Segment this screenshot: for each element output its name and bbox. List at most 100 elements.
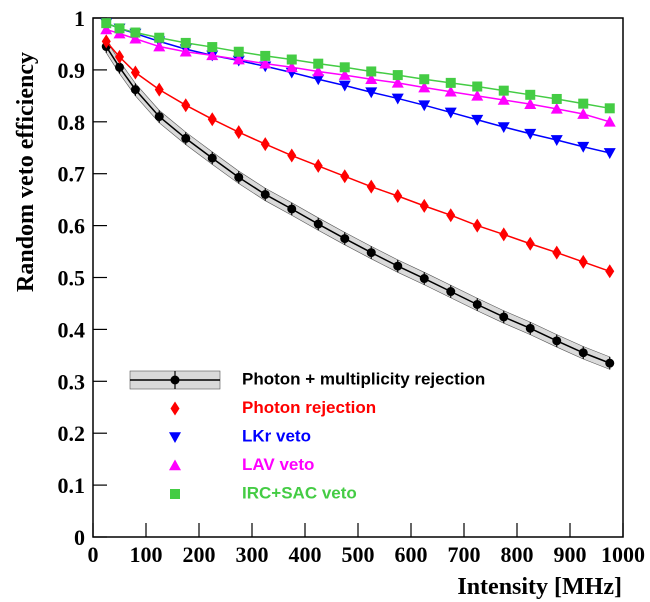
data-point (577, 108, 590, 119)
x-tick-label: 500 (342, 542, 375, 567)
y-tick-label: 0.6 (58, 214, 86, 239)
series-line (105, 40, 610, 272)
error-band (105, 39, 611, 370)
data-point (313, 58, 324, 69)
data-point (338, 80, 351, 92)
data-point (499, 312, 509, 322)
data-point (419, 198, 429, 213)
data-point (525, 323, 535, 333)
legend-label: Photon rejection (242, 398, 376, 417)
data-point (393, 261, 403, 271)
x-tick-label: 900 (554, 542, 587, 567)
data-point (524, 128, 537, 140)
data-point (444, 85, 457, 97)
data-point (419, 274, 429, 284)
data-point (393, 189, 403, 204)
data-point (419, 74, 430, 85)
data-point (154, 32, 165, 43)
data-point (260, 137, 270, 152)
data-point (313, 219, 323, 229)
data-point (287, 204, 297, 214)
data-point (365, 87, 378, 99)
data-point (232, 53, 245, 65)
data-point (525, 236, 535, 251)
x-tick-label: 0 (88, 542, 99, 567)
legend-label: LAV veto (242, 455, 314, 474)
data-point (471, 114, 484, 126)
data-point (180, 37, 191, 48)
y-tick-label: 0.2 (58, 421, 86, 446)
data-point (497, 94, 510, 105)
x-tick-label: 600 (395, 542, 428, 567)
data-point (525, 89, 536, 100)
data-point (578, 98, 589, 109)
data-point (130, 85, 140, 95)
data-point (365, 73, 378, 85)
data-point (259, 57, 272, 69)
y-tick-label: 0.4 (58, 317, 86, 342)
data-point (130, 27, 141, 38)
data-point (154, 82, 164, 97)
data-point (578, 348, 588, 358)
data-point (338, 69, 351, 80)
data-point (605, 358, 615, 368)
data-point (207, 153, 217, 163)
data-point (100, 23, 113, 35)
y-axis-title: Random veto efficiency (13, 52, 39, 292)
data-point (129, 32, 142, 44)
data-point (340, 234, 350, 244)
data-point (552, 336, 562, 346)
x-tick-label: 400 (289, 542, 322, 567)
legend-marker (169, 432, 181, 443)
data-point (524, 98, 537, 109)
legend-label: Photon + multiplicity rejection (242, 369, 485, 388)
data-point (312, 74, 325, 86)
data-point (115, 62, 124, 72)
legend-marker (170, 401, 180, 416)
y-tick-label: 0.3 (58, 369, 86, 394)
data-point (472, 81, 483, 92)
y-tick-label: 0.8 (58, 110, 86, 135)
data-point (286, 54, 297, 65)
data-point (446, 208, 456, 223)
data-point (603, 115, 616, 127)
data-point (603, 148, 616, 159)
data-point (234, 172, 244, 182)
data-point (551, 93, 562, 104)
y-tick-label: 0 (74, 525, 85, 550)
data-point (260, 50, 271, 61)
data-point (550, 135, 563, 146)
data-point (179, 45, 192, 57)
x-tick-label: 1000 (601, 542, 645, 567)
x-tick-label: 700 (448, 542, 481, 567)
data-point (234, 125, 244, 140)
y-tick-label: 0.1 (58, 473, 86, 498)
data-point (444, 107, 457, 119)
data-point (101, 34, 111, 49)
data-point (207, 42, 218, 53)
x-axis-title: Intensity [MHz] (457, 574, 622, 600)
data-point (391, 93, 404, 105)
data-point (577, 141, 590, 153)
data-point (260, 189, 270, 199)
data-point (392, 70, 403, 81)
data-point (418, 81, 431, 93)
data-point (391, 76, 404, 88)
y-tick-label: 0.5 (58, 266, 86, 291)
data-point (207, 112, 217, 127)
data-point (604, 103, 615, 114)
data-point (471, 89, 484, 101)
data-point (498, 85, 509, 96)
data-point (181, 133, 191, 143)
data-point (499, 227, 509, 242)
data-point (472, 218, 482, 233)
x-tick-label: 800 (501, 542, 534, 567)
data-point (313, 158, 323, 173)
data-point (130, 65, 140, 80)
data-point (578, 254, 588, 269)
data-point (472, 299, 482, 309)
legend-marker (170, 489, 180, 499)
x-tick-label: 300 (236, 542, 269, 567)
data-point (445, 77, 456, 88)
